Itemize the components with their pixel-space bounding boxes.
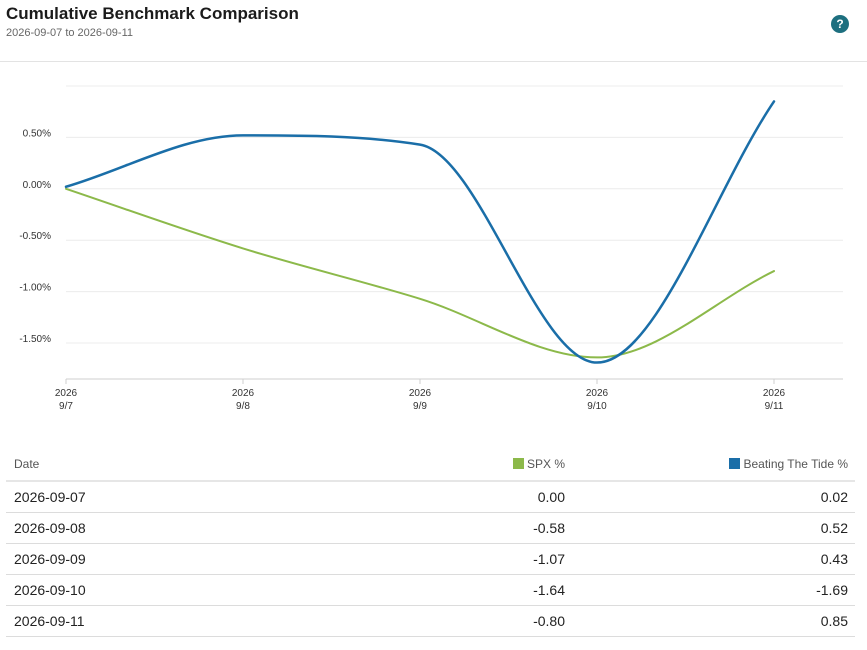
x-tick-label-date: 9/10 [587, 401, 607, 412]
data-point [240, 132, 246, 138]
row-date: 2026-09-09 [14, 551, 86, 567]
table-row: 2026-09-07 0.00 0.02 [6, 482, 855, 513]
spx-legend-label: SPX % [526, 457, 565, 471]
row-spx-value: -0.58 [533, 520, 565, 536]
x-tick-label-date: 9/7 [59, 401, 73, 412]
row-date: 2026-09-11 [14, 613, 85, 629]
row-spx-value: 0.00 [537, 489, 565, 505]
data-point [417, 142, 423, 148]
row-spx-value: -0.80 [533, 613, 565, 629]
x-tick-label-year: 2026 [55, 388, 78, 399]
table-row: 2026-09-11 -0.80 0.85 [6, 606, 855, 637]
data-point [771, 98, 777, 104]
data-point [594, 360, 600, 366]
data-point [594, 354, 600, 360]
spx-legend-swatch [512, 458, 524, 469]
x-tick-label-year: 2026 [763, 388, 786, 399]
date-range-subtitle: 2026-09-07 to 2026-09-11 [6, 27, 134, 39]
chart-title: Cumulative Benchmark Comparison [6, 4, 299, 23]
row-date: 2026-09-07 [14, 489, 86, 505]
btt-legend-swatch [729, 458, 741, 469]
row-btt-value: 0.43 [820, 551, 848, 567]
column-header-spx: SPX % [512, 449, 565, 480]
y-tick-label: 0.00% [23, 180, 51, 191]
spx-series-line [65, 187, 775, 359]
data-point [417, 296, 423, 302]
row-btt-value: 0.02 [820, 489, 848, 505]
row-date: 2026-09-10 [14, 582, 86, 598]
x-tick-label-date: 9/9 [413, 401, 427, 412]
table-row: 2026-09-08 -0.58 0.52 [6, 513, 855, 544]
column-header-date: Date [14, 457, 40, 471]
table-header-row: Date SPX % Beating The Tide % [6, 449, 855, 482]
row-btt-value: 0.85 [820, 613, 848, 629]
x-tick-label-year: 2026 [409, 388, 432, 399]
x-tick-label-year: 2026 [232, 388, 255, 399]
x-tick-label-year: 2026 [586, 388, 609, 399]
y-tick-label: -0.50% [19, 231, 51, 242]
table-row: 2026-09-10 -1.64 -1.69 [6, 575, 855, 606]
y-tick-label: 0.50% [23, 128, 51, 139]
x-tick-label-date: 9/11 [765, 401, 784, 412]
row-btt-value: -1.69 [816, 582, 848, 598]
btt-legend-label: Beating The Tide % [743, 457, 848, 471]
column-header-beating-the-tide: Beating The Tide % [729, 449, 848, 480]
data-point [63, 184, 69, 190]
row-spx-value: -1.64 [533, 582, 565, 598]
data-point [240, 245, 246, 251]
table-row: 2026-09-09 -1.07 0.43 [6, 544, 855, 575]
row-btt-value: 0.52 [820, 520, 848, 536]
y-tick-label: -1.50% [19, 334, 51, 345]
beating-the-tide-series-line [64, 100, 776, 364]
row-spx-value: -1.07 [533, 551, 565, 567]
help-icon[interactable]: ? [831, 15, 849, 33]
x-tick-label-date: 9/8 [236, 401, 250, 412]
data-point [771, 268, 777, 274]
row-date: 2026-09-08 [14, 520, 86, 536]
chart-header: Cumulative Benchmark Comparison 2026-09-… [0, 0, 867, 62]
benchmark-table: Date SPX % Beating The Tide % 2026-09-07… [6, 449, 855, 637]
benchmark-line-chart: 0.50% 0.00% -0.50% -1.00% -1.50% 2026 9/7 2026… [19, 85, 843, 412]
y-tick-label: -1.00% [19, 283, 51, 294]
